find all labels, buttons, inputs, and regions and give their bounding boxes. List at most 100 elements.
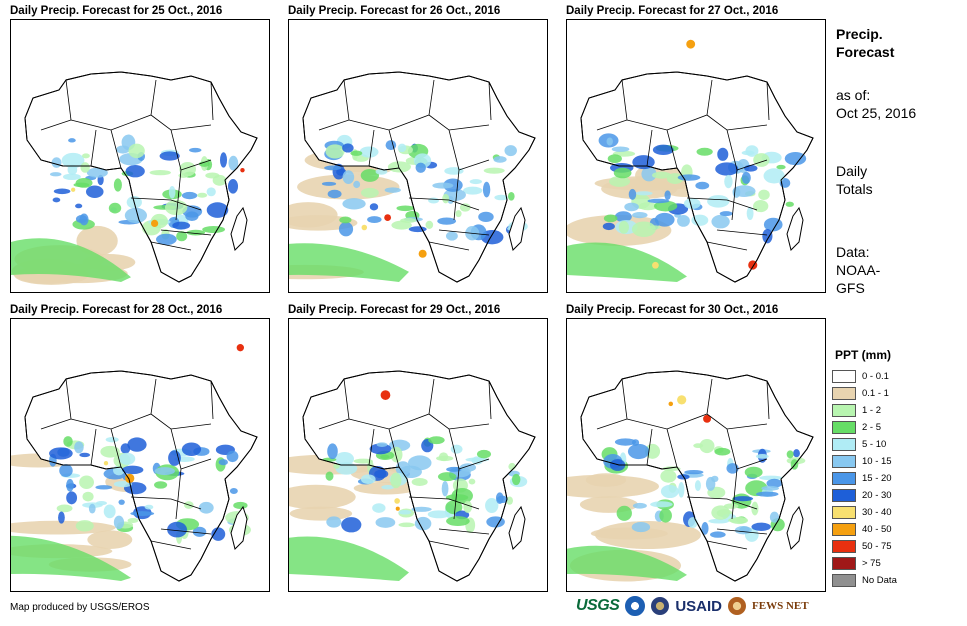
rain-cell [105,436,119,443]
legend-label: > 75 [862,558,881,569]
rain-cell [61,152,85,169]
rain-cell [360,474,376,485]
africa-map-svg [11,344,258,582]
rain-cell [335,451,354,466]
rain-cell [710,531,726,538]
rain-cell [395,461,411,476]
legend-swatch [832,489,856,502]
rain-cell [181,442,202,457]
rain-cell [375,517,396,528]
heavy-rain-spot [236,344,244,352]
rain-cell [455,210,462,218]
rain-cell [80,162,90,173]
rain-cell [683,198,701,209]
rain-cell [49,172,62,177]
rain-cell [95,501,107,506]
rain-cell [693,443,704,449]
rain-cell [49,447,73,460]
rain-cell [444,167,464,175]
africa-map-svg [289,370,536,582]
heavy-rain-spot [71,187,76,192]
rain-cell [202,226,226,233]
precip-map [566,318,826,592]
legend-swatch [832,370,856,383]
ocean-rain-band [567,242,687,282]
rain-cell [715,162,739,176]
rain-cell [74,441,84,454]
legend-item: 2 - 5 [832,419,962,436]
legend-item: 50 - 75 [832,538,962,555]
rain-cell [711,214,730,229]
rain-cell [118,499,125,505]
rain-cell [638,202,658,211]
rain-cell [198,501,214,514]
rain-cell [168,450,181,466]
heavy-rain-spot [103,460,109,466]
rain-cell [206,202,229,218]
panel-title: Daily Precip. Forecast for 29 Oct., 2016 [288,304,501,316]
legend-title: PPT (mm) [835,348,892,362]
forecast-panel-4: Daily Precip. Forecast for 28 Oct., 2016 [10,303,270,592]
rain-cell [360,168,380,182]
ocean-rain-band [11,535,131,581]
fews-net-logo: FEWS NET [752,600,809,612]
madagascar [230,505,248,550]
rain-cell [353,180,361,189]
legend-swatch [832,574,856,587]
sidebar-data-source: Data: NOAA- GFS [836,243,880,297]
rain-cell [603,214,618,223]
rain-cell [122,465,144,475]
rain-cell [613,167,632,179]
legend-item: 20 - 30 [832,487,962,504]
rain-cell [614,438,637,446]
rain-cell [631,522,651,533]
rain-cell [59,464,73,477]
ocean-rain-band [11,238,131,282]
rain-cell [149,170,171,176]
map-credit: Map produced by USGS/EROS [10,602,150,613]
rain-cell [508,462,516,471]
rain-cell [711,505,730,520]
precip-map [288,19,548,293]
legend-swatch [832,472,856,485]
rain-cell [652,144,674,156]
rain-cell [88,503,96,514]
rain-cell [436,455,454,462]
rain-cell [459,203,471,212]
rain-cell [684,469,704,475]
rain-cell [233,501,248,510]
rain-cell [227,179,239,194]
rain-cell [717,147,729,161]
rain-cell [376,442,388,447]
rain-cell [732,496,754,502]
legend-swatch [832,404,856,417]
rain-cell [734,525,752,535]
rain-cell [79,475,94,490]
rain-cell [380,454,390,459]
rain-cell [677,174,701,181]
rain-cell [695,181,710,190]
legend-label: 1 - 2 [862,405,882,416]
forecast-panel-3: Daily Precip. Forecast for 27 Oct., 2016 [566,4,826,293]
rain-cell [66,491,78,505]
rain-cell [192,526,207,537]
rain-cell [437,472,457,482]
rain-cell [653,200,678,212]
heavy-rain-spot [240,167,245,173]
legend-label: 40 - 50 [862,524,892,535]
rain-cell [359,146,379,158]
rain-cell [100,445,120,458]
rain-cell [325,144,345,159]
legend-item: 15 - 20 [832,470,962,487]
rain-cell [67,164,78,175]
rain-cell [769,511,780,523]
rain-cell [744,164,758,172]
heavy-rain-spot [668,401,674,407]
legend-item: 10 - 15 [832,453,962,470]
rain-cell [326,516,342,528]
rain-cell [652,171,671,179]
rain-cell [616,505,632,521]
country-borders [318,79,492,251]
panel-title: Daily Precip. Forecast for 27 Oct., 2016 [566,5,779,17]
rain-cell [342,198,366,210]
